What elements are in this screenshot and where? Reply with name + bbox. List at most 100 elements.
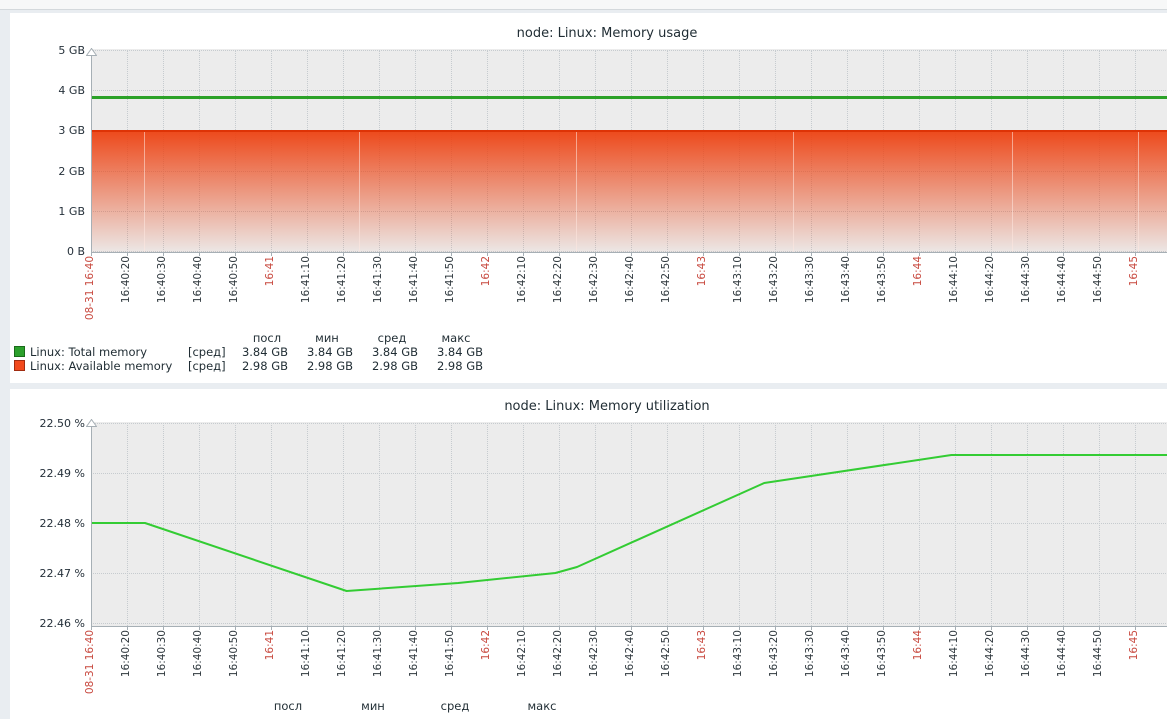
x-tick-label: 16:44:50: [1092, 256, 1104, 304]
x-tick-label: 16:44:30: [1020, 256, 1032, 304]
x-tick-mark: [487, 253, 488, 256]
x-tick-label: 16:40:50: [228, 256, 240, 304]
v-gridline: [451, 423, 452, 626]
legend-column-header: мин: [361, 699, 385, 713]
v-gridline: [1135, 423, 1136, 626]
v-gridline: [703, 423, 704, 626]
legend-column-header: посл: [273, 699, 303, 713]
x-tick-mark: [1063, 253, 1064, 256]
gradient-seam: [1138, 132, 1139, 252]
legend-series-label: Linux: Available memory: [30, 359, 173, 373]
x-tick-mark: [235, 627, 236, 630]
v-gridline: [127, 423, 128, 626]
y-tick-label: 3 GB: [58, 124, 85, 137]
x-tick-label: 16:43:50: [876, 256, 888, 304]
available-memory-area: [91, 132, 1167, 252]
x-tick-mark: [127, 627, 128, 630]
x-tick-mark: [775, 253, 776, 256]
gradient-seam: [144, 132, 145, 252]
y-axis: [91, 419, 92, 626]
legend-stat-value: 2.98 GB: [241, 359, 288, 373]
x-tick-label: 16:43:50: [876, 630, 888, 678]
x-tick-mark: [343, 253, 344, 256]
h-gridline: [91, 523, 1167, 524]
x-tick-label: 16:40:30: [156, 256, 168, 304]
x-tick-mark: [91, 253, 92, 256]
y-tick-label: 2 GB: [58, 165, 85, 178]
h-gridline: [91, 623, 1167, 624]
memory-utilization-title: node: Linux: Memory utilization: [504, 399, 710, 414]
x-tick-mark: [991, 627, 992, 630]
v-gridline: [487, 423, 488, 626]
legend-stat-value: 3.84 GB: [436, 345, 483, 359]
x-tick-mark: [703, 253, 704, 256]
h-gridline: [91, 573, 1167, 574]
legend-column-header: мин: [315, 331, 339, 345]
x-tick-label: 16:42:50: [660, 256, 672, 304]
v-gridline: [271, 423, 272, 626]
legend-column-header: макс: [527, 699, 557, 713]
x-tick-label: 16:41:30: [372, 630, 384, 678]
x-axis: [91, 626, 1167, 627]
x-tick-mark: [451, 627, 452, 630]
memory-utilization-series-line: [91, 454, 1167, 592]
legend-stat-value: 3.84 GB: [306, 345, 353, 359]
x-tick-label: 16:44:20: [984, 256, 996, 304]
x-tick-label: 16:42:10: [516, 630, 528, 678]
v-gridline: [739, 423, 740, 626]
x-tick-label: 16:44:10: [948, 256, 960, 304]
x-tick-mark: [631, 627, 632, 630]
page-top-bar: [0, 0, 1167, 10]
x-tick-label: 16:42:40: [624, 630, 636, 678]
x-tick-mark: [667, 253, 668, 256]
x-tick-mark: [1027, 253, 1028, 256]
legend-stat-value: 2.98 GB: [371, 359, 418, 373]
x-tick-mark: [1027, 627, 1028, 630]
x-tick-mark: [883, 253, 884, 256]
x-tick-mark: [811, 627, 812, 630]
gradient-seam: [359, 132, 360, 252]
legend-stat-value: 2.98 GB: [436, 359, 483, 373]
legend-stat-value: 3.84 GB: [241, 345, 288, 359]
x-tick-label: 16:42:20: [552, 630, 564, 678]
x-tick-mark: [667, 627, 668, 630]
x-tick-label: 16:40:30: [156, 630, 168, 678]
y-tick-label: 1 GB: [58, 205, 85, 218]
x-tick-mark: [415, 627, 416, 630]
x-tick-mark: [163, 627, 164, 630]
legend-aggregation: [сред]: [188, 359, 226, 373]
x-tick-mark: [919, 627, 920, 630]
x-tick-label: 16:43:10: [732, 630, 744, 678]
legend-swatch: [14, 346, 25, 357]
v-gridline: [955, 423, 956, 626]
x-tick-mark: [271, 253, 272, 256]
h-gridline: [91, 90, 1167, 91]
v-gridline: [1063, 423, 1064, 626]
x-tick-label: 16:42:20: [552, 256, 564, 304]
x-tick-label: 16:41:50: [444, 256, 456, 304]
legend-stat-value: 2.98 GB: [306, 359, 353, 373]
v-gridline: [523, 423, 524, 626]
v-gridline: [1027, 423, 1028, 626]
x-tick-mark: [847, 627, 848, 630]
x-tick-label: 16:43:40: [840, 630, 852, 678]
v-gridline: [595, 423, 596, 626]
v-gridline: [235, 423, 236, 626]
x-tick-label: 16:41:40: [408, 256, 420, 304]
x-tick-label: 16:40:50: [228, 630, 240, 678]
x-tick-mark: [739, 253, 740, 256]
v-gridline: [379, 423, 380, 626]
x-tick-mark: [739, 627, 740, 630]
x-tick-label: 16:40:20: [120, 630, 132, 678]
x-tick-mark: [1135, 253, 1136, 256]
x-tick-label: 16:44: [912, 630, 924, 661]
h-gridline: [91, 50, 1167, 51]
v-gridline: [559, 423, 560, 626]
x-tick-label: 16:44:20: [984, 630, 996, 678]
v-gridline: [343, 423, 344, 626]
x-tick-label: 16:44: [912, 256, 924, 287]
x-tick-mark: [775, 627, 776, 630]
v-gridline: [163, 423, 164, 626]
v-gridline: [1099, 423, 1100, 626]
x-tick-mark: [1099, 253, 1100, 256]
